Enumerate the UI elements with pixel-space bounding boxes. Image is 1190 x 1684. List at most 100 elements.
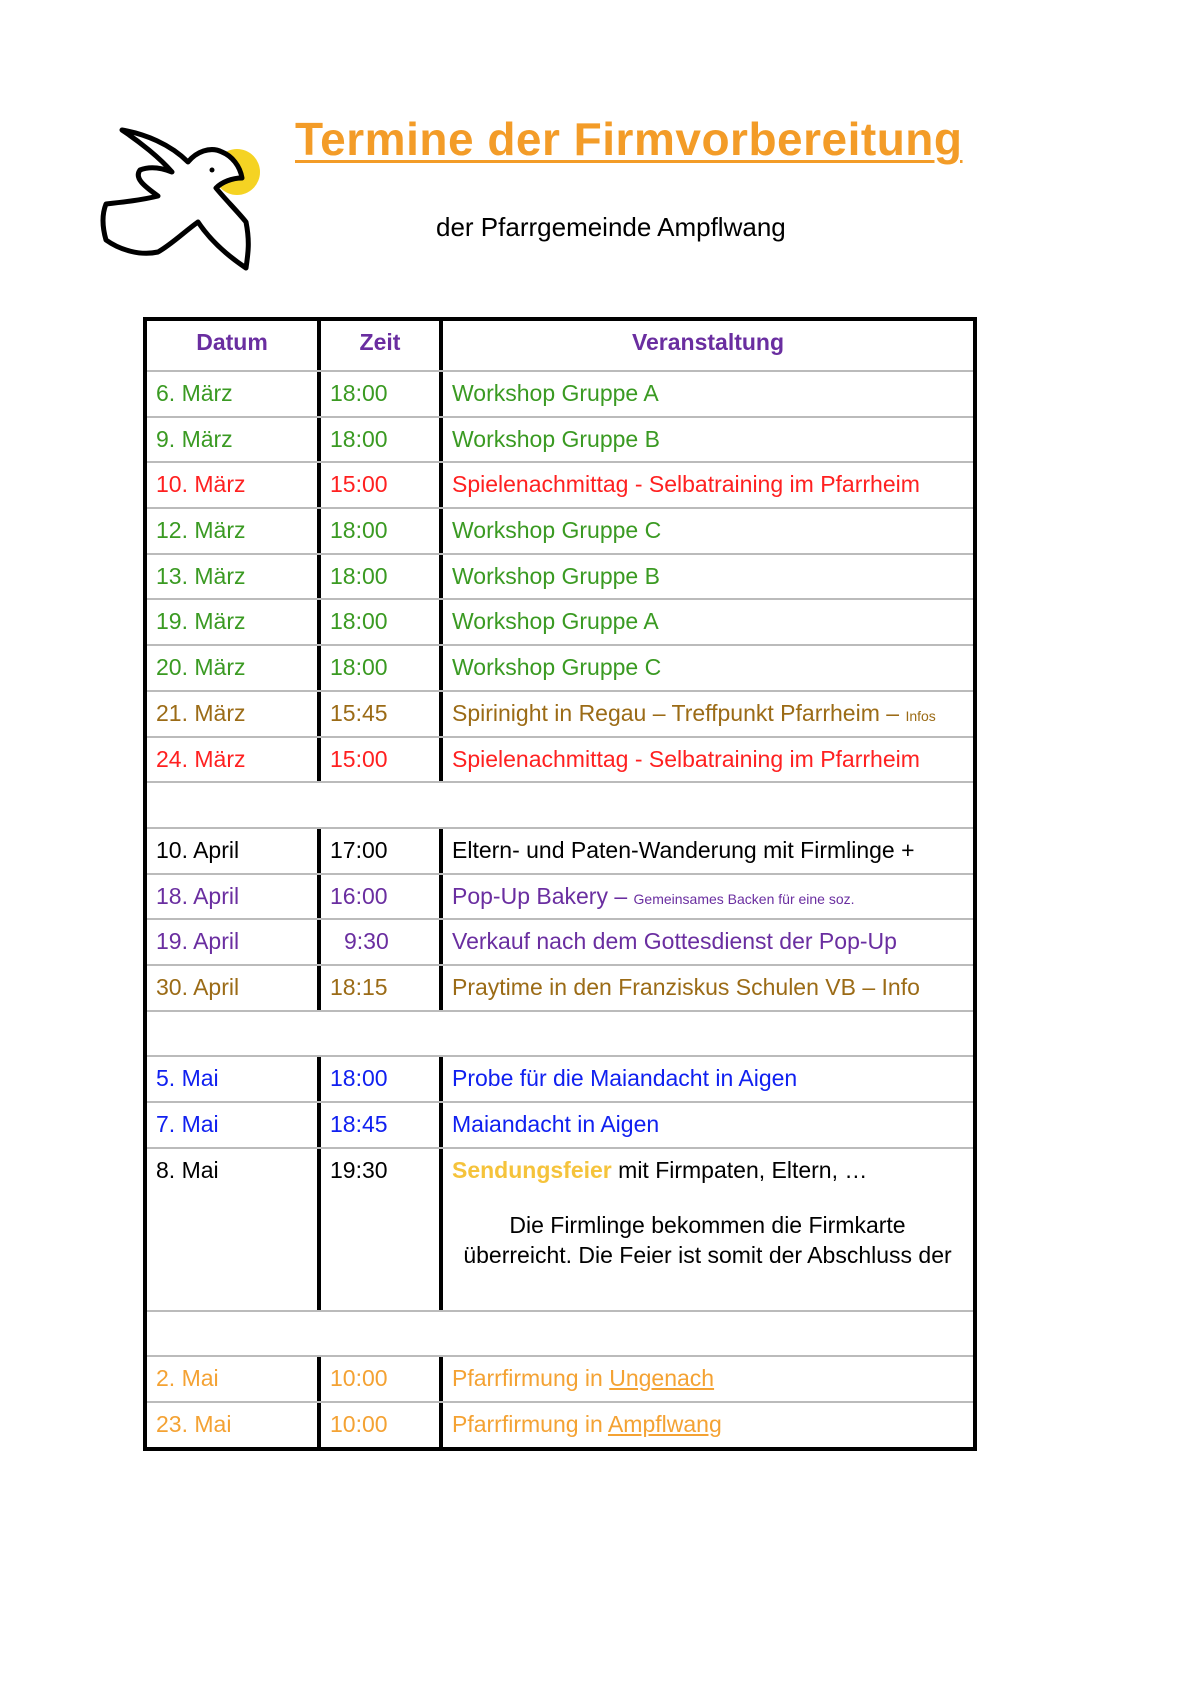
event-cell: Workshop Gruppe B	[439, 554, 973, 599]
event-note: Gemeinsames Backen für eine soz.	[633, 890, 855, 907]
event-title: Spirinight in Regau – Treffpunkt Pfarrhe…	[452, 699, 906, 726]
event-cell: Spirinight in Regau – Treffpunkt Pfarrhe…	[439, 691, 973, 736]
table-row: 13. März 18:00 Workshop Gruppe B	[147, 552, 973, 599]
separator-row	[147, 1309, 973, 1356]
time-cell: 18:45	[317, 1103, 439, 1147]
event-cell: Maiandacht in Aigen	[439, 1103, 973, 1147]
page-subtitle: der Pfarrgemeinde Ampflwang	[436, 212, 786, 242]
event-title: Workshop Gruppe C	[452, 517, 662, 544]
table-row: 10. März 15:00 Spielenachmittag - Selbat…	[147, 461, 973, 508]
date-cell: 6. März	[156, 380, 233, 406]
event-cell: Workshop Gruppe A	[439, 372, 973, 416]
event-cell: Workshop Gruppe A	[439, 600, 973, 645]
time-cell: 18:15	[317, 965, 439, 1010]
event-title: Workshop Gruppe C	[452, 654, 662, 681]
date-cell: 8. Mai	[156, 1156, 219, 1183]
table-row: 2. Mai 10:00 Pfarrfirmung in Ungenach	[147, 1355, 973, 1402]
event-cell: Pfarrfirmung in Ungenach	[439, 1357, 973, 1402]
time-cell: 18:00	[317, 554, 439, 599]
date-cell: 19. März	[156, 608, 246, 635]
date-cell: 2. Mai	[156, 1365, 219, 1392]
date-cell: 30. April	[156, 973, 240, 1000]
event-title: Eltern- und Paten-Wanderung mit Firmling…	[452, 836, 915, 863]
event-title: mit Firmpaten, Eltern, …	[611, 1156, 868, 1183]
date-cell: 12. März	[156, 517, 246, 544]
time-cell: 18:00	[317, 372, 439, 416]
time-cell: 16:00	[317, 874, 439, 919]
event-title: Workshop Gruppe B	[452, 425, 660, 452]
date-cell: 23. Mai	[156, 1411, 232, 1438]
time-cell: 15:00	[317, 463, 439, 508]
header-date: Datum	[196, 329, 268, 355]
event-cell: Pop-Up Bakery – Gemeinsames Backen für e…	[439, 874, 973, 919]
time-cell: 10:00	[317, 1403, 439, 1447]
header-event: Veranstaltung	[439, 321, 973, 370]
table-row: 10. April 17:00 Eltern- und Paten-Wander…	[147, 826, 973, 873]
event-cell: Sendungsfeier mit Firmpaten, Eltern, … Di…	[439, 1148, 973, 1310]
event-cell: Eltern- und Paten-Wanderung mit Firmling…	[439, 828, 973, 873]
date-cell: 20. März	[156, 654, 246, 681]
table-row: 24. März 15:00 Spielenachmittag - Selbat…	[147, 735, 973, 782]
table-row: 19. März 18:00 Workshop Gruppe A	[147, 598, 973, 645]
event-title: Pop-Up Bakery –	[452, 882, 634, 909]
table-header: Datum Zeit Veranstaltung	[147, 321, 973, 370]
time-cell: 17:00	[317, 828, 439, 873]
date-cell: 5. Mai	[156, 1065, 219, 1092]
date-cell: 10. April	[156, 836, 240, 863]
event-title: Verkauf nach dem Gottesdienst der Pop-Up	[452, 928, 897, 955]
event-cell: Verkauf nach dem Gottesdienst der Pop-Up	[439, 920, 973, 964]
event-highlight: Sendungsfeier	[452, 1156, 612, 1183]
separator-row	[147, 781, 973, 827]
table-row: 21. März 15:45 Spirinight in Regau – Tre…	[147, 689, 973, 736]
event-title: Workshop Gruppe B	[452, 562, 660, 589]
event-title: Pfarrfirmung in	[452, 1411, 608, 1438]
page-title: Termine der Firmvorbereitung	[295, 113, 963, 165]
event-title: Probe für die Maiandacht in Aigen	[452, 1065, 798, 1092]
table-row: 5. Mai 18:00 Probe für die Maiandacht in…	[147, 1055, 973, 1101]
time-cell: 18:00	[317, 600, 439, 645]
date-cell: 19. April	[156, 928, 240, 955]
event-location-link[interactable]: Ungenach	[609, 1365, 715, 1392]
event-cell: Workshop Gruppe C	[439, 509, 973, 553]
time-cell: 18:00	[317, 646, 439, 690]
event-cell: Workshop Gruppe B	[439, 417, 973, 462]
table-row: 7. Mai 18:45 Maiandacht in Aigen	[147, 1101, 973, 1147]
event-title: Spielenachmittag - Selbatraining im Pfar…	[452, 471, 920, 498]
event-title: Spielenachmittag - Selbatraining im Pfar…	[452, 745, 920, 772]
table-row: 12. März 18:00 Workshop Gruppe C	[147, 507, 973, 553]
schedule-table: Datum Zeit Veranstaltung 6. März 18:00 W…	[143, 317, 977, 1451]
time-cell: 18:00	[317, 1057, 439, 1101]
table-row: 9. März 18:00 Workshop Gruppe B	[147, 415, 973, 462]
table-row: 8. Mai 19:30 Sendungsfeier mit Firmpaten…	[147, 1146, 973, 1310]
date-cell: 9. März	[156, 425, 233, 452]
event-cell: Praytime in den Franziskus Schulen VB – …	[439, 965, 973, 1010]
time-cell: 15:00	[317, 737, 439, 782]
header-time: Zeit	[317, 321, 439, 370]
date-cell: 21. März	[156, 699, 246, 726]
date-cell: 24. März	[156, 745, 246, 772]
date-cell: 13. März	[156, 562, 246, 589]
table-row: 6. März 18:00 Workshop Gruppe A	[147, 370, 973, 416]
event-title: Maiandacht in Aigen	[452, 1111, 660, 1137]
separator-row	[147, 1009, 973, 1056]
event-cell: Pfarrfirmung in Ampflwang	[439, 1403, 973, 1447]
date-cell: 7. Mai	[156, 1111, 219, 1137]
table-row: 19. April 9:30 Verkauf nach dem Gottesdi…	[147, 918, 973, 964]
event-description: Die Firmlinge bekommen die Firmkarte übe…	[463, 1211, 952, 1268]
table-row: 18. April 16:00 Pop-Up Bakery – Gemeinsa…	[147, 872, 973, 919]
event-cell: Spielenachmittag - Selbatraining im Pfar…	[439, 463, 973, 508]
event-cell: Probe für die Maiandacht in Aigen	[439, 1057, 973, 1101]
dove-logo-icon	[100, 127, 260, 271]
table-row: 30. April 18:15 Praytime in den Franzisk…	[147, 963, 973, 1010]
event-location-link[interactable]: Ampflwang	[607, 1411, 722, 1438]
date-cell: 18. April	[156, 882, 240, 909]
event-note: Infos	[905, 707, 936, 724]
table-row: 20. März 18:00 Workshop Gruppe C	[147, 644, 973, 690]
time-cell: 9:30	[317, 920, 439, 964]
event-title: Workshop Gruppe A	[452, 608, 659, 635]
event-title: Praytime in den Franziskus Schulen VB – …	[452, 973, 920, 1000]
time-cell: 18:00	[317, 509, 439, 553]
event-cell: Workshop Gruppe C	[439, 646, 973, 690]
date-cell: 10. März	[156, 471, 246, 498]
table-row: 23. Mai 10:00 Pfarrfirmung in Ampflwang	[147, 1401, 973, 1447]
